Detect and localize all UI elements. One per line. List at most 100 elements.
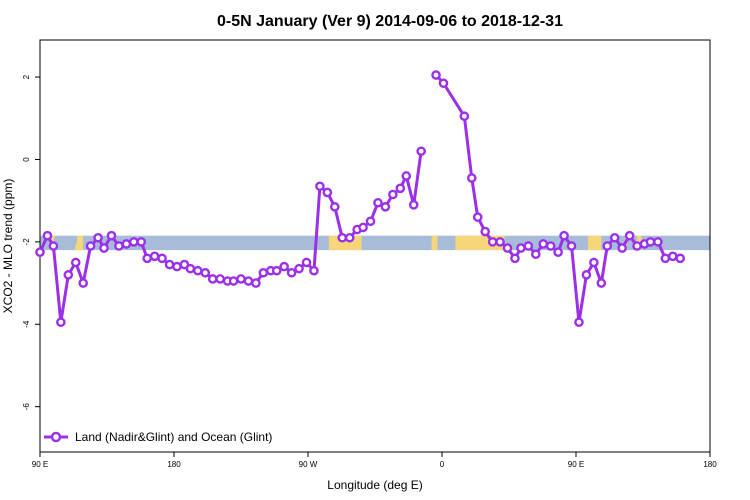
- data-point: [128, 237, 139, 247]
- data-point: [93, 232, 103, 243]
- data-point: [559, 230, 569, 241]
- series-0: [35, 70, 686, 328]
- data-point: [301, 257, 312, 268]
- data-point: [121, 239, 132, 249]
- band-land: [431, 235, 438, 251]
- data-point: [373, 197, 383, 208]
- legend-marker: [50, 431, 62, 443]
- data-point: [609, 232, 620, 243]
- data-point: [538, 239, 549, 249]
- y-axis-label: XCO2 - MLO trend (ppm): [1, 179, 15, 314]
- data-point: [388, 189, 398, 200]
- data-point: [667, 251, 678, 262]
- data-point: [286, 267, 297, 278]
- data-point: [516, 243, 526, 253]
- data-point: [142, 253, 152, 264]
- data-point: [228, 276, 239, 286]
- data-point: [185, 263, 196, 274]
- series-layer: [35, 70, 686, 328]
- data-point: [510, 253, 520, 264]
- data-point: [172, 261, 182, 272]
- data-point: [472, 212, 483, 222]
- data-point: [106, 230, 117, 241]
- data-point: [624, 230, 635, 241]
- data-point: [645, 237, 656, 247]
- y-tick-label: -6: [22, 403, 31, 411]
- x-tick-label: 90 E: [32, 460, 48, 469]
- chart-title: 0-5N January (Ver 9) 2014-09-06 to 2018-…: [217, 13, 563, 30]
- data-point: [279, 261, 289, 272]
- data-point: [653, 237, 663, 247]
- data-point: [294, 263, 304, 274]
- data-point: [495, 237, 505, 247]
- data-point: [114, 241, 124, 251]
- legend-label: Land (Nadir&Glint) and Ocean (Glint): [75, 430, 272, 444]
- y-tick-label: 0: [22, 157, 31, 162]
- data-point: [207, 274, 218, 284]
- data-point: [502, 243, 513, 253]
- x-tick-label: 0: [440, 460, 445, 469]
- data-point: [215, 274, 225, 284]
- y-axis: 2 0 -2 -4 -6: [22, 74, 40, 410]
- data-point: [545, 241, 556, 251]
- data-point: [236, 274, 246, 284]
- data-point: [574, 317, 584, 328]
- band-land: [80, 235, 84, 251]
- data-point: [602, 241, 613, 251]
- data-point: [136, 237, 147, 247]
- data-point: [553, 247, 563, 257]
- data-point: [380, 202, 391, 212]
- data-point: [337, 232, 348, 243]
- data-point: [401, 171, 412, 181]
- data-point: [531, 249, 541, 260]
- data-point: [63, 270, 74, 280]
- data-point: [99, 243, 109, 253]
- data-point: [78, 278, 88, 288]
- data-point: [48, 241, 59, 251]
- y-tick-label: -2: [22, 238, 31, 246]
- data-point: [85, 241, 96, 251]
- x-tick-label: 90 E: [568, 460, 584, 469]
- data-point: [466, 173, 477, 183]
- data-point: [395, 183, 406, 194]
- y-tick-label: -4: [22, 320, 31, 328]
- data-point: [56, 317, 66, 328]
- data-point: [200, 267, 211, 278]
- data-point: [566, 241, 577, 251]
- data-point: [365, 216, 376, 227]
- data-point: [581, 270, 592, 280]
- data-point: [70, 257, 81, 268]
- data-point: [487, 237, 498, 247]
- band-land-diagonal: [74, 235, 84, 251]
- data-point: [42, 230, 53, 241]
- data-point: [408, 199, 419, 210]
- data-point: [243, 276, 254, 286]
- data-point: [193, 265, 203, 276]
- data-point: [589, 257, 599, 268]
- data-point: [329, 202, 340, 212]
- x-axis: 90 E 180 90 W 0 90 E 180: [32, 452, 717, 469]
- data-point: [675, 253, 686, 264]
- data-point: [309, 265, 319, 276]
- data-point: [157, 253, 167, 264]
- data-point: [438, 78, 449, 89]
- data-point: [480, 226, 490, 237]
- data-point: [322, 187, 333, 198]
- data-point: [632, 241, 642, 251]
- x-tick-label: 180: [167, 460, 181, 469]
- series-line: [434, 74, 681, 324]
- data-point: [596, 278, 607, 288]
- legend: Land (Nadir&Glint) and Ocean (Glint): [44, 430, 272, 444]
- data-point: [344, 232, 355, 243]
- data-point: [459, 111, 470, 122]
- plot-frame: [39, 39, 711, 453]
- data-point: [149, 251, 160, 262]
- data-point: [660, 253, 671, 264]
- x-tick-label: 180: [703, 460, 717, 469]
- data-point: [416, 146, 426, 157]
- x-tick-label: 90 W: [299, 460, 318, 469]
- data-point: [35, 247, 45, 257]
- data-point: [251, 278, 261, 288]
- data-point: [271, 265, 282, 276]
